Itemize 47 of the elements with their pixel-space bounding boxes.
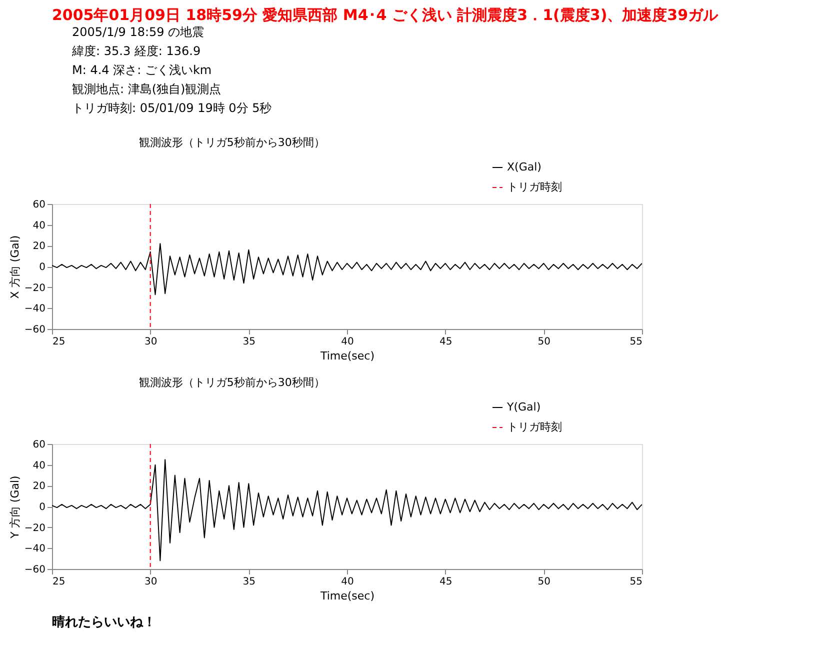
- y-tick-label: 20: [32, 241, 46, 252]
- text: トリガ時刻: 05/01/09 19時 0分 5秒: [72, 101, 272, 115]
- y-tick-label: 60: [32, 200, 46, 210]
- x-tick-label: 35: [242, 336, 256, 348]
- text: 2005/1/9 18:59 の地震: [72, 25, 204, 39]
- x-axis-title: Time(sec): [319, 350, 375, 362]
- x-tick-label: 40: [341, 576, 354, 588]
- y-tick-label: 0: [39, 502, 46, 513]
- text: 晴れたらいいね！: [52, 615, 156, 630]
- y-tick-label: −60: [24, 324, 46, 336]
- text: M: 4.4 深さ: ごく浅いkm: [72, 63, 212, 77]
- y-tick-label: 40: [32, 460, 46, 472]
- legend-label: X(Gal): [507, 160, 542, 174]
- chart-title: 観測波形（トリガ5秒前から30秒間）: [138, 136, 325, 149]
- y-tick-label: −40: [24, 304, 46, 315]
- y-tick-label: −20: [24, 282, 46, 294]
- x-tick-label: 50: [538, 336, 551, 348]
- x-tick-label: 45: [439, 336, 452, 348]
- x-tick-label: 35: [242, 576, 256, 588]
- x-tick-label: 30: [144, 576, 158, 588]
- y-tick-label: −60: [24, 564, 46, 576]
- x-tick-label: 45: [439, 576, 452, 588]
- x-tick-label: 25: [52, 576, 66, 588]
- y-tick-label: −20: [24, 522, 46, 534]
- x-tick-label: 50: [538, 576, 551, 588]
- x-tick-label: 55: [630, 336, 642, 348]
- x-tick-label: 55: [630, 576, 642, 588]
- x-tick-label: 25: [52, 336, 66, 348]
- text: 緯度: 35.3 経度: 136.9: [71, 44, 201, 58]
- y-tick-label: 20: [32, 481, 46, 492]
- legend-label: トリガ時刻: [507, 420, 562, 434]
- y-tick-label: −40: [24, 544, 46, 555]
- line-series: [52, 459, 642, 562]
- y-tick-label: 60: [32, 440, 46, 450]
- y-tick-label: 40: [32, 220, 46, 232]
- text: 2005年01月09日 18時59分 愛知県西部 M4･4 ごく浅い 計測震度3．1(震度3)、加速度39ガル: [52, 6, 720, 24]
- y-axis-title: Y 方向 (Gal): [8, 476, 22, 540]
- x-tick-label: 40: [341, 336, 354, 348]
- legend-label: トリガ時刻: [507, 180, 562, 194]
- x-axis-title: Time(sec): [319, 590, 375, 602]
- y-tick-label: 0: [39, 262, 46, 273]
- chart-title: 観測波形（トリガ5秒前から30秒間）: [138, 376, 325, 389]
- line-series: [52, 243, 642, 296]
- x-tick-label: 30: [144, 336, 158, 348]
- legend-label: Y(Gal): [506, 400, 541, 414]
- y-axis-title: X 方向 (Gal): [8, 235, 22, 299]
- text: 観測地点: 津島(独自)観測点: [72, 82, 222, 96]
